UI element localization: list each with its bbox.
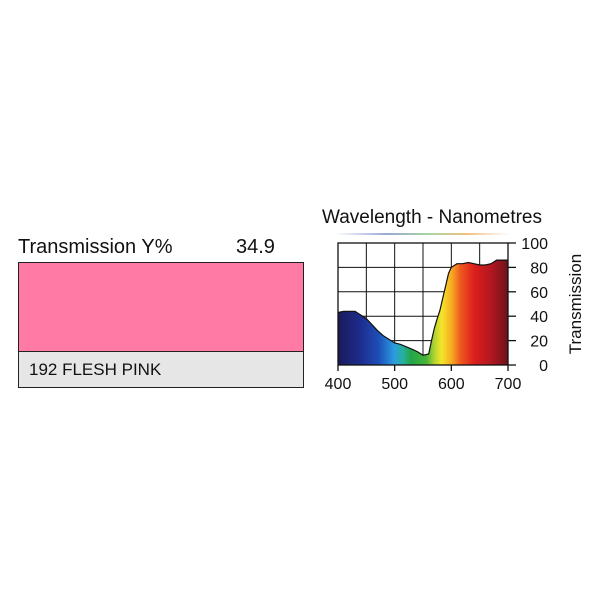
x-tick-label: 600 (438, 376, 465, 393)
filter-name-box: 192 FLESH PINK (18, 352, 304, 388)
chart-title: Wavelength - Nanometres (322, 207, 542, 228)
transmission-spectrum-chart: Wavelength - Nanometres 400 500 600 7000204… (322, 207, 585, 393)
y-tick-label: 40 (530, 309, 548, 326)
transmission-curve (337, 259, 508, 356)
transmission-label: Transmission Y% (18, 236, 173, 258)
filter-name: 192 FLESH PINK (29, 360, 162, 379)
plot-frame (337, 242, 509, 366)
transmission-area (338, 260, 508, 365)
y-tick-label: 20 (530, 334, 548, 351)
y-tick-label: 0 (539, 358, 548, 375)
axis-ticks: 400 500 600 700 0 20 40 60 80 100 (325, 236, 548, 393)
y-axis-label: Transmission (566, 254, 585, 354)
title-underline (334, 233, 510, 235)
x-tick-label: 700 (495, 376, 522, 393)
x-tick-label: 500 (381, 376, 408, 393)
y-tick-label: 60 (530, 285, 548, 302)
y-tick-label: 100 (521, 236, 548, 253)
x-tick-label: 400 (325, 376, 352, 393)
color-swatch (18, 262, 304, 352)
transmission-value: 34.9 (236, 236, 275, 258)
y-tick-label: 80 (530, 260, 548, 277)
